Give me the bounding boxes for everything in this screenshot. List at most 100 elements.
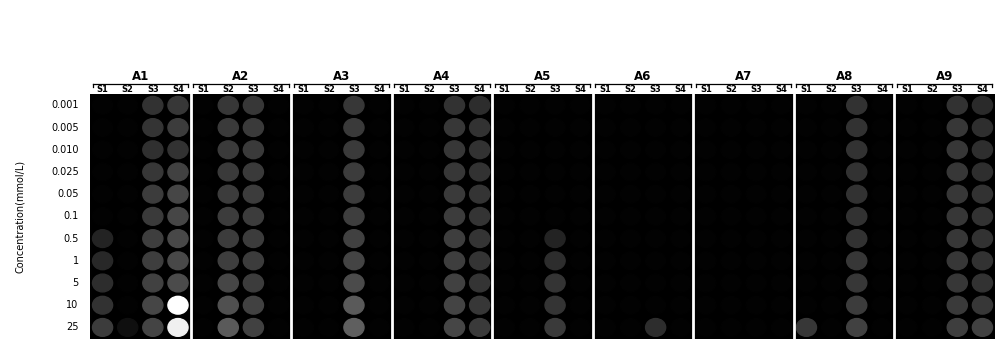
Circle shape: [771, 252, 791, 270]
Circle shape: [319, 252, 339, 270]
Circle shape: [369, 319, 389, 336]
Circle shape: [93, 208, 113, 225]
Circle shape: [595, 252, 615, 270]
Circle shape: [947, 163, 967, 181]
Text: 0.010: 0.010: [51, 145, 79, 155]
Circle shape: [721, 319, 741, 336]
Circle shape: [570, 141, 590, 159]
Circle shape: [595, 119, 615, 136]
Circle shape: [620, 208, 641, 225]
Circle shape: [696, 208, 716, 225]
Circle shape: [168, 296, 188, 314]
Circle shape: [168, 208, 188, 225]
Circle shape: [545, 141, 565, 159]
Circle shape: [746, 185, 766, 203]
Circle shape: [796, 252, 817, 270]
Circle shape: [897, 274, 917, 292]
Circle shape: [419, 141, 439, 159]
Circle shape: [294, 163, 314, 181]
Circle shape: [721, 208, 741, 225]
Circle shape: [646, 141, 666, 159]
Circle shape: [947, 141, 967, 159]
Circle shape: [646, 208, 666, 225]
Circle shape: [168, 141, 188, 159]
Circle shape: [570, 230, 590, 247]
Text: A6: A6: [634, 70, 652, 83]
Circle shape: [419, 296, 439, 314]
Circle shape: [922, 185, 942, 203]
Circle shape: [620, 96, 641, 114]
Circle shape: [344, 252, 364, 270]
Circle shape: [595, 274, 615, 292]
Circle shape: [897, 296, 917, 314]
Circle shape: [118, 296, 138, 314]
Circle shape: [319, 141, 339, 159]
Circle shape: [243, 96, 263, 114]
Circle shape: [922, 163, 942, 181]
Text: S2: S2: [323, 85, 335, 94]
Circle shape: [646, 185, 666, 203]
Circle shape: [897, 208, 917, 225]
Circle shape: [319, 185, 339, 203]
Circle shape: [796, 274, 817, 292]
Circle shape: [721, 274, 741, 292]
Circle shape: [646, 274, 666, 292]
Circle shape: [721, 141, 741, 159]
Circle shape: [218, 319, 238, 336]
Circle shape: [143, 319, 163, 336]
Circle shape: [847, 119, 867, 136]
Circle shape: [922, 296, 942, 314]
Circle shape: [344, 230, 364, 247]
Text: 10: 10: [66, 300, 79, 310]
Text: S2: S2: [524, 85, 536, 94]
Circle shape: [595, 230, 615, 247]
Circle shape: [620, 274, 641, 292]
Circle shape: [118, 96, 138, 114]
Circle shape: [972, 163, 992, 181]
Text: 0.025: 0.025: [51, 167, 79, 177]
Circle shape: [294, 230, 314, 247]
Circle shape: [419, 252, 439, 270]
Circle shape: [93, 319, 113, 336]
Circle shape: [93, 119, 113, 136]
Circle shape: [419, 319, 439, 336]
Circle shape: [897, 119, 917, 136]
Circle shape: [369, 119, 389, 136]
Circle shape: [847, 185, 867, 203]
Text: S4: S4: [775, 85, 787, 94]
Circle shape: [822, 274, 842, 292]
Circle shape: [520, 141, 540, 159]
Circle shape: [822, 230, 842, 247]
Circle shape: [193, 141, 213, 159]
Circle shape: [218, 274, 238, 292]
Circle shape: [344, 141, 364, 159]
Circle shape: [771, 319, 791, 336]
Circle shape: [696, 141, 716, 159]
Circle shape: [419, 119, 439, 136]
Circle shape: [369, 274, 389, 292]
Circle shape: [394, 119, 414, 136]
Text: S1: S1: [97, 85, 109, 94]
Circle shape: [93, 230, 113, 247]
Circle shape: [646, 252, 666, 270]
Circle shape: [972, 274, 992, 292]
Circle shape: [143, 252, 163, 270]
Circle shape: [847, 208, 867, 225]
Text: S4: S4: [172, 85, 184, 94]
Circle shape: [294, 141, 314, 159]
Circle shape: [294, 296, 314, 314]
Circle shape: [243, 208, 263, 225]
Circle shape: [696, 230, 716, 247]
Circle shape: [93, 274, 113, 292]
Circle shape: [671, 319, 691, 336]
Circle shape: [947, 96, 967, 114]
Circle shape: [570, 119, 590, 136]
Circle shape: [294, 96, 314, 114]
Circle shape: [771, 163, 791, 181]
Circle shape: [620, 119, 641, 136]
Circle shape: [671, 96, 691, 114]
Text: S1: S1: [197, 85, 209, 94]
Text: S3: S3: [851, 85, 863, 94]
Circle shape: [771, 141, 791, 159]
Text: S4: S4: [876, 85, 888, 94]
